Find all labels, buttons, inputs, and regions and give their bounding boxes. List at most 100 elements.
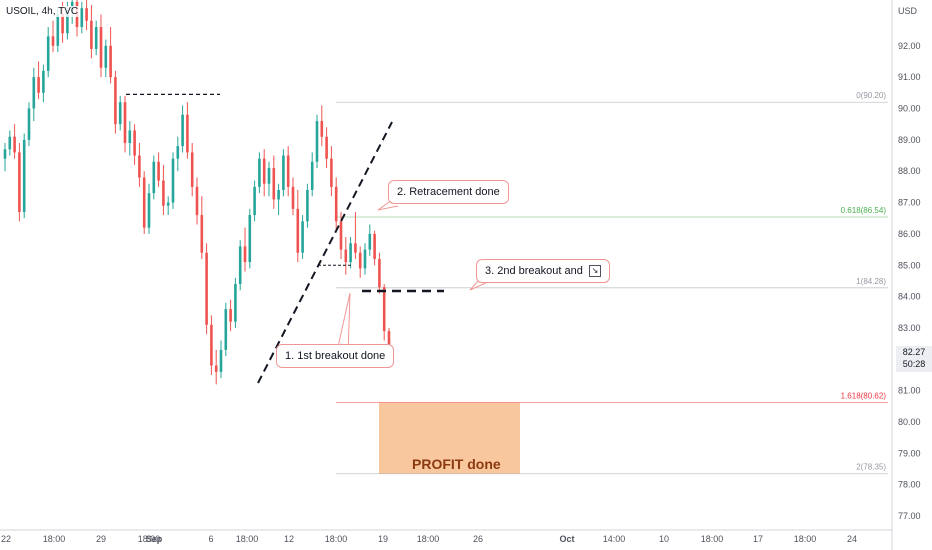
annotation-retracement[interactable]: 2. Retracement done [388,180,509,204]
candle-body [286,155,290,187]
candle [138,142,141,187]
candle [85,0,88,31]
time-tick-label: 24 [847,534,857,544]
candle-body [306,190,309,222]
candle [176,136,180,172]
annotation-2-text: 2. Retracement done [397,186,500,198]
candle [46,26,50,78]
candle-body [142,177,146,228]
candle [42,64,45,103]
candle [315,114,319,169]
candle [267,161,271,197]
candle [205,243,208,335]
currency-label: USD [898,6,918,16]
candle [277,183,280,216]
candle [373,230,376,266]
candle [272,155,276,209]
candle [94,20,98,56]
candle-body [171,158,175,203]
annotation-2nd-breakout[interactable]: 3. 2nd breakout and ↘ [476,259,610,283]
candle [325,127,328,169]
candle [104,39,108,78]
candle-body [109,45,112,78]
price-tick-label: 88.00 [898,166,921,176]
candle-body [382,287,386,332]
annotation-1st-breakout[interactable]: 1. 1st breakout done [276,344,395,368]
candle-body [186,114,189,153]
candle-body [378,258,381,288]
fib-level-label: 0(90.20) [856,91,886,100]
time-tick-label: 18:00 [417,534,440,544]
candle [234,277,237,328]
annotation-3-text: 3. 2nd breakout and [485,265,583,277]
chart-icon: ↘ [588,265,601,278]
candle [262,149,266,197]
candle [109,26,112,84]
candle-body [358,252,362,269]
candle-body [330,158,333,187]
time-tick-label: 22 [1,534,11,544]
candle [210,315,213,375]
candle [152,155,156,200]
candle-body [387,331,391,351]
candle [219,340,223,379]
price-axis[interactable]: USD77.0078.0079.0080.0081.0082.0083.0084… [891,0,921,550]
candle [13,124,16,159]
candle-body [349,243,352,263]
candle-body [46,36,50,71]
candle [186,102,189,159]
price-tick-label: 87.00 [898,198,921,208]
candle-body [334,186,338,222]
candle-body [277,190,280,200]
trendline-dashed [257,121,393,384]
price-tick-label: 92.00 [898,41,921,51]
candle [286,146,290,197]
candle [291,177,295,216]
candle [330,146,333,197]
candle-body [61,14,64,34]
candle [306,183,309,228]
candle-body [315,121,319,162]
candle-body [205,252,208,325]
price-tick-label: 85.00 [898,260,921,270]
candle-body [224,309,228,350]
candle-body [190,152,194,187]
candle-body [8,136,12,150]
trend-drawings [126,93,491,384]
candle [8,130,12,156]
candle-body [248,215,252,263]
candle [358,246,362,278]
candle-body [123,102,127,143]
candle [80,1,84,34]
time-tick-label: 10 [659,534,669,544]
time-tick-label: 18:00 [236,534,259,544]
candle-body [162,180,165,206]
candle [301,215,304,259]
candle-body [339,221,343,250]
candle-body [363,249,367,269]
time-tick-label: 17 [753,534,763,544]
candle [229,299,232,332]
time-tick-label: 29 [96,534,106,544]
fib-level-label: 1(84.28) [856,277,886,286]
candle-body [32,77,36,109]
candle [363,243,367,275]
time-tick-label: Sep [146,534,163,544]
candle-body [214,365,218,372]
fib-level-label: 1.618(80.62) [841,392,887,401]
candle [157,152,160,187]
candle [128,121,132,156]
candle-body [85,8,88,21]
candle-body [22,139,26,212]
time-tick-label: 18:00 [325,534,348,544]
candle [18,142,21,222]
candle-body [56,14,60,46]
fibonacci-levels: 0(90.20) 0.618(86.54) 1(84.28) 1.618(80.62)… [336,91,888,475]
candle-body [147,193,151,228]
profit-zone [379,402,520,474]
candle-body [195,186,199,216]
candle [296,190,300,263]
candle [22,133,26,219]
